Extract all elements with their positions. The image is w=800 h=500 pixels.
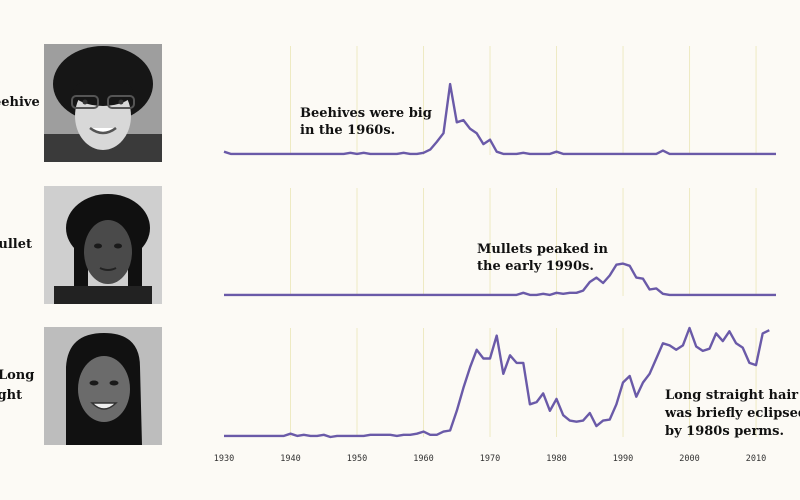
chart-annotation: in the 1960s. bbox=[300, 123, 395, 138]
mullet-chart: Mullets peaked in the early 1990s. bbox=[224, 188, 776, 297]
chart-annotation: Beehives were big bbox=[300, 106, 432, 121]
long-straight-chart: Long straight hair was briefly eclipsed by… bbox=[224, 326, 800, 439]
chart-annotation: the early 1990s. bbox=[477, 259, 594, 274]
row-label-mullet: Mullet bbox=[0, 235, 78, 255]
x-tick-label: 1970 bbox=[480, 454, 500, 464]
row-label-line: Mullet bbox=[0, 237, 32, 252]
row-label-long-straight: Long straight bbox=[0, 366, 78, 406]
x-tick-label: 1940 bbox=[280, 454, 300, 464]
mullet-portrait-image bbox=[44, 186, 162, 304]
series-line bbox=[223, 82, 776, 156]
x-tick-label: 2010 bbox=[746, 454, 766, 464]
x-tick-label: 2000 bbox=[679, 454, 699, 464]
long-straight-portrait-image bbox=[44, 327, 162, 445]
chart-annotation: Mullets peaked in bbox=[477, 242, 608, 257]
x-tick-label: 1960 bbox=[413, 454, 433, 464]
mullet-photo bbox=[44, 186, 162, 304]
x-tick-label: 1930 bbox=[214, 454, 234, 464]
chart-annotation: was briefly eclipsed bbox=[664, 406, 800, 421]
chart-annotation: Long straight hair bbox=[665, 388, 798, 403]
beehive-portrait-image bbox=[44, 44, 162, 162]
beehive-chart: Beehives were big in the 1960s. bbox=[223, 46, 776, 156]
chart-annotation: by 1980s perms. bbox=[665, 424, 784, 439]
x-axis: 1930 1940 1950 1960 1970 1980 1990 2000 2010 bbox=[214, 454, 767, 464]
x-tick-label: 1980 bbox=[546, 454, 566, 464]
row-label-line: Beehive bbox=[0, 95, 40, 110]
long-straight-photo bbox=[44, 327, 162, 445]
row-label-line: straight bbox=[0, 388, 23, 403]
series-line bbox=[224, 326, 770, 439]
x-tick-label: 1950 bbox=[347, 454, 367, 464]
beehive-photo bbox=[44, 44, 162, 162]
row-label-beehive: Beehive bbox=[0, 93, 78, 113]
x-tick-label: 1990 bbox=[613, 454, 633, 464]
series-line bbox=[224, 262, 776, 297]
row-label-line: Long bbox=[0, 368, 35, 383]
